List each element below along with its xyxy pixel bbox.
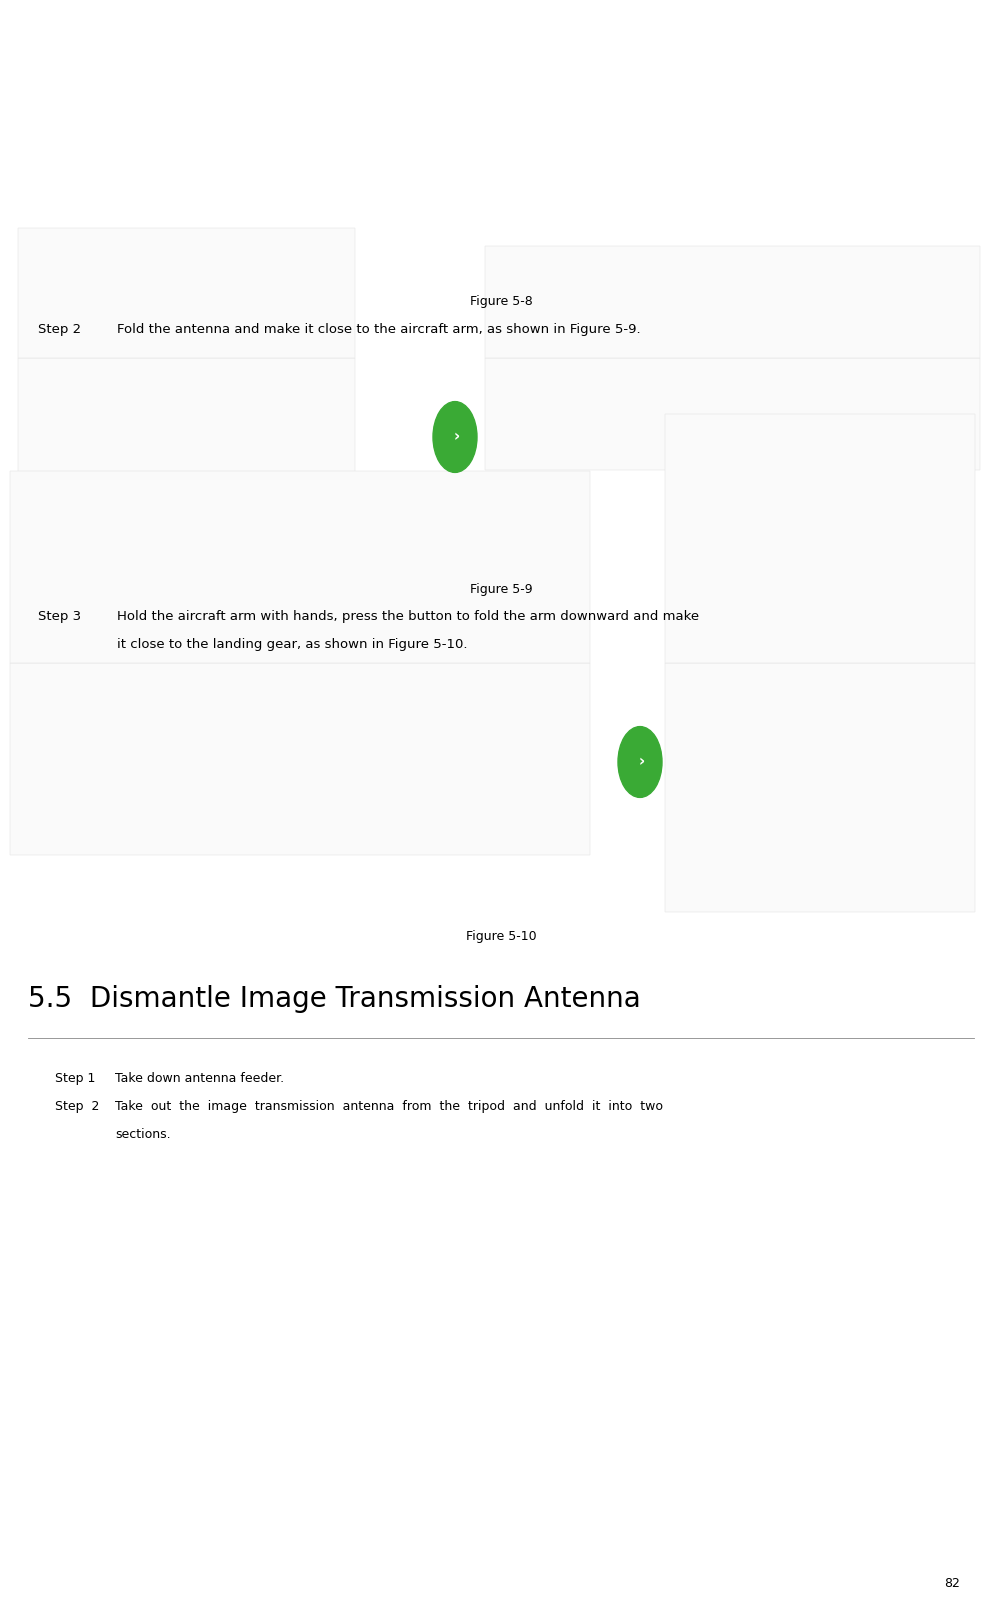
Text: Figure 5-9: Figure 5-9 (470, 582, 532, 595)
Text: Step 1: Step 1 (55, 1073, 95, 1086)
Text: Figure 5-8: Figure 5-8 (470, 295, 532, 308)
Bar (10, 663, 590, 855)
Text: Take  out  the  image  transmission  antenna  from  the  tripod  and  unfold  it: Take out the image transmission antenna … (115, 1100, 663, 1113)
Bar (485, 247, 980, 358)
Text: Step 2: Step 2 (38, 323, 81, 336)
Text: Hold the aircraft arm with hands, press the button to fold the arm downward and : Hold the aircraft arm with hands, press … (117, 610, 699, 623)
Bar (10, 471, 590, 663)
Text: Fold the antenna and make it close to the aircraft arm, as shown in Figure 5-9.: Fold the antenna and make it close to th… (117, 323, 640, 336)
Ellipse shape (433, 402, 477, 473)
Text: 82: 82 (944, 1578, 960, 1590)
Text: ›: › (639, 755, 645, 769)
Text: it close to the landing gear, as shown in Figure 5-10.: it close to the landing gear, as shown i… (117, 639, 468, 652)
Text: 5.5  Dismantle Image Transmission Antenna: 5.5 Dismantle Image Transmission Antenna (28, 986, 640, 1013)
Text: Take down antenna feeder.: Take down antenna feeder. (115, 1073, 285, 1086)
Text: Step 3: Step 3 (38, 610, 81, 623)
Text: sections.: sections. (115, 1127, 170, 1140)
Bar (665, 415, 975, 663)
Bar (18, 358, 355, 489)
Text: Figure 5-10: Figure 5-10 (466, 931, 536, 944)
Bar (485, 358, 980, 469)
Text: ›: › (454, 429, 460, 445)
Ellipse shape (618, 726, 662, 797)
Bar (665, 663, 975, 911)
Bar (18, 227, 355, 358)
Text: Step  2: Step 2 (55, 1100, 99, 1113)
